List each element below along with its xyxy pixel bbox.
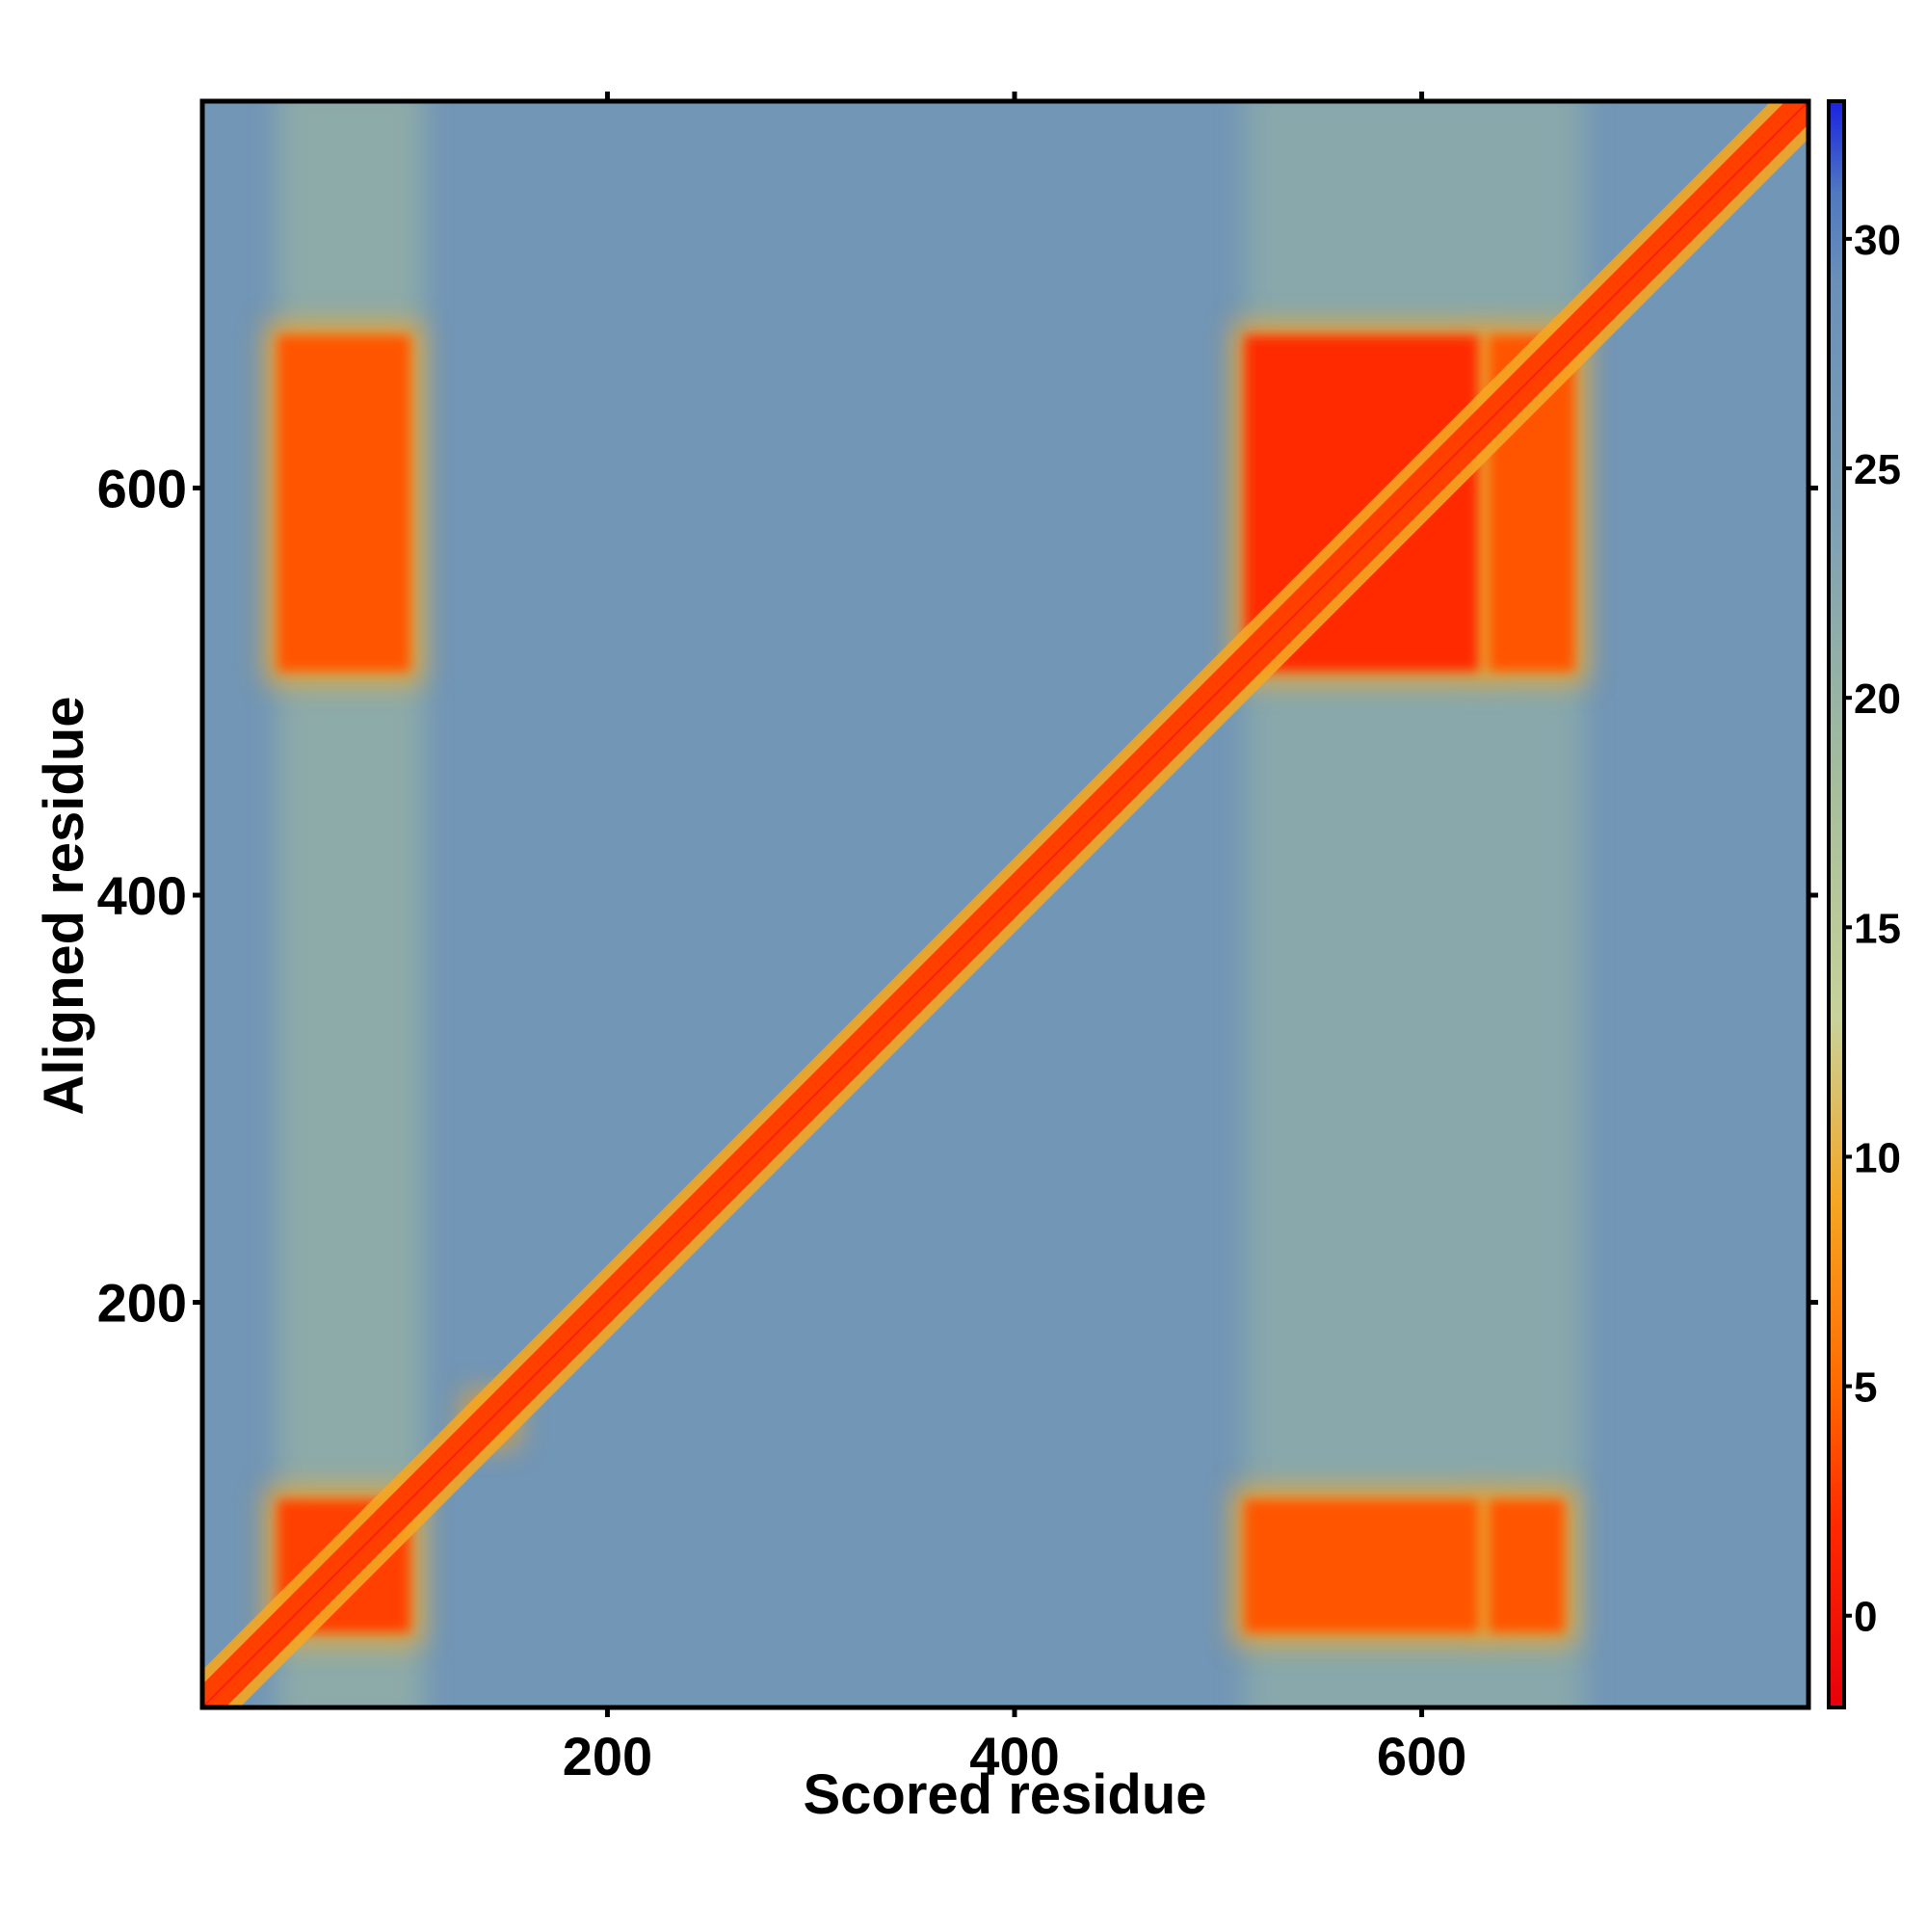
y-tick-label: 200 <box>97 1273 187 1334</box>
y-axis-label: Aligned residue <box>33 696 95 1115</box>
confidence-block-2 <box>277 334 410 672</box>
y-tick-label: 400 <box>97 865 187 926</box>
colorbar-tick-label: 30 <box>1854 217 1901 264</box>
heatmap-plot-area <box>202 101 1808 1707</box>
colorbar-tick-label: 0 <box>1854 1594 1877 1641</box>
colorbar-tick-label: 10 <box>1854 1134 1901 1181</box>
x-tick-label: 200 <box>563 1726 652 1786</box>
x-tick-label: 400 <box>969 1726 1059 1786</box>
colorbar-frame <box>1827 99 1846 1709</box>
x-axis-ticks: 200 400 600 <box>563 92 1466 1786</box>
y-axis-ticks: 200 400 600 <box>97 458 1818 1334</box>
confidence-block-3 <box>1244 1499 1479 1632</box>
plot-frame <box>199 98 1811 1710</box>
confidence-block-4 <box>1489 1499 1565 1632</box>
y-tick-label: 600 <box>97 458 187 518</box>
colorbar-tick-label: 25 <box>1854 446 1901 493</box>
diagonal-core <box>202 101 1808 1707</box>
colorbar-tick-label: 5 <box>1854 1364 1877 1412</box>
colorbar-tick-label: 20 <box>1854 675 1901 723</box>
colorbar-ticks: 0 5 10 15 20 25 30 <box>1844 217 1901 1641</box>
x-axis-label: Scored residue <box>803 1763 1206 1826</box>
x-tick-label: 600 <box>1377 1726 1466 1786</box>
colorbar-gradient <box>1829 101 1844 1707</box>
diagonal-band <box>202 101 1808 1707</box>
colorbar-tick-label: 15 <box>1854 905 1901 952</box>
colorbar: 0 5 10 15 20 25 30 <box>1827 99 1901 1709</box>
